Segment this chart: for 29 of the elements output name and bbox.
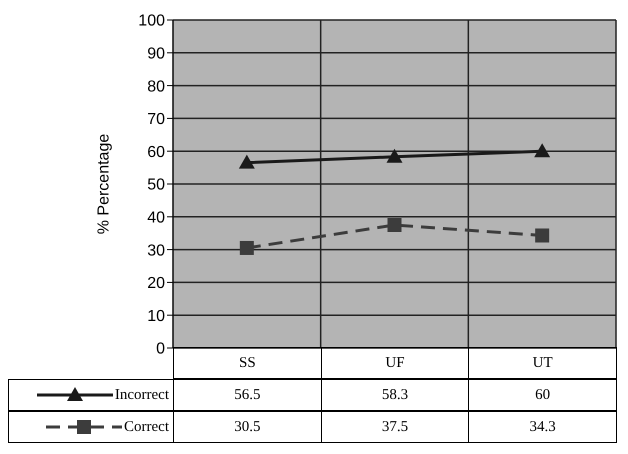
x-tick-label: UF [320, 347, 470, 379]
y-axis-title: % Percentage [96, 134, 113, 234]
y-tick-label: 40 [147, 209, 166, 226]
point [238, 154, 255, 169]
y-tick-label: 10 [147, 308, 166, 325]
point [240, 240, 254, 255]
x-tick-label: UT [468, 347, 617, 379]
y-tick-label: 100 [138, 12, 166, 30]
y-tick-label: 0 [156, 340, 166, 358]
point [535, 228, 550, 242]
point [386, 148, 402, 163]
y-tick-label: 70 [147, 111, 166, 128]
y-tick-label: 90 [147, 45, 166, 62]
point [388, 218, 402, 232]
y-tick-label: 60 [147, 144, 166, 161]
data-label: 58.3 [320, 379, 470, 411]
x-tick-label: SS [173, 347, 322, 379]
data-label: 30.5 [173, 411, 322, 443]
data-label: 34.3 [468, 411, 617, 443]
legend-label: Correct [124, 418, 169, 436]
y-tick-label: 20 [147, 275, 166, 292]
legend-label: Incorrect [114, 386, 169, 404]
point [534, 143, 550, 158]
y-tick-label: 80 [147, 78, 166, 96]
y-tick-label: 30 [147, 242, 166, 260]
data-label: 56.5 [173, 379, 322, 411]
y-tick-label: 50 [147, 176, 166, 194]
data-label: 60 [468, 379, 617, 411]
data-label: 37.5 [320, 411, 470, 443]
